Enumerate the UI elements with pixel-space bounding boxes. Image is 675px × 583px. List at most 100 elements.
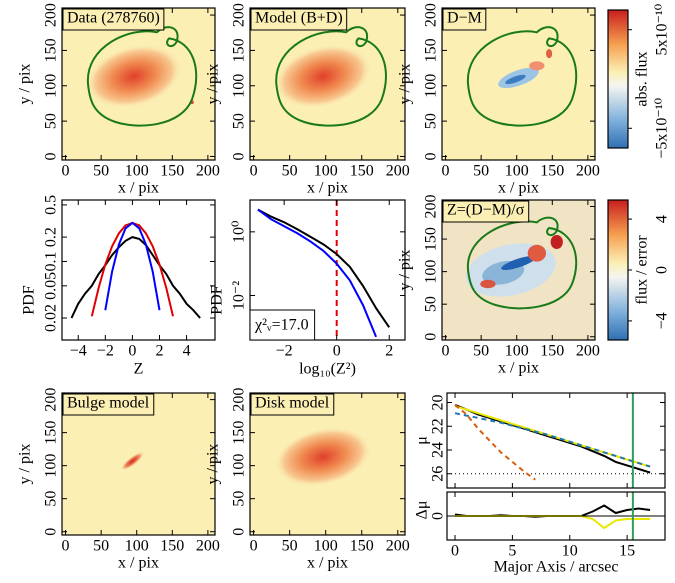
x-axis-label: Major Axis / arcsec bbox=[494, 559, 619, 576]
x-tick-label: 5 bbox=[508, 543, 516, 560]
x-tick-label: 0 bbox=[451, 543, 459, 560]
y-tick-label: 0 bbox=[43, 152, 60, 160]
title-box bbox=[62, 393, 155, 416]
y-tick-label: 0 bbox=[423, 152, 440, 160]
x-tick-label: 200 bbox=[576, 163, 600, 180]
image-content bbox=[267, 27, 386, 125]
image-blob bbox=[529, 61, 545, 71]
y-axis-label: y / pix bbox=[397, 250, 414, 291]
panel-frame bbox=[249, 392, 406, 536]
x-tick-label: 200 bbox=[386, 163, 410, 180]
y-tick-label: 0 bbox=[423, 333, 440, 341]
y-tick-label: 100 bbox=[43, 454, 60, 478]
panel-frame bbox=[61, 392, 216, 536]
y-tick-label: 10⁰ bbox=[231, 221, 248, 243]
y-tick-label: 20 bbox=[430, 395, 447, 411]
x-axis-label: x / pix bbox=[498, 180, 539, 197]
y-axis-label: μ bbox=[414, 436, 431, 445]
y-tick-label: 0.1 bbox=[43, 251, 60, 271]
y-axis-label: y / pix bbox=[17, 64, 34, 105]
image-content bbox=[79, 27, 197, 125]
contour bbox=[468, 27, 576, 125]
image-blob bbox=[546, 49, 553, 59]
y-tick-label: 100 bbox=[423, 260, 440, 284]
y-tick-label: −5x10⁻¹⁰ bbox=[654, 98, 671, 159]
y-tick-label: 4 bbox=[654, 215, 671, 223]
series-line bbox=[454, 403, 651, 474]
series-line bbox=[455, 515, 651, 530]
y-tick-label: 50 bbox=[231, 491, 248, 507]
y-tick-label: 0 bbox=[231, 152, 248, 160]
y-tick-label: 100 bbox=[231, 454, 248, 478]
series-line bbox=[104, 221, 161, 311]
series-line bbox=[70, 236, 201, 319]
x-tick-label: 50 bbox=[473, 343, 489, 360]
image-content bbox=[468, 27, 576, 125]
x-tick-label: 15 bbox=[619, 543, 635, 560]
y-tick-label: 50 bbox=[43, 113, 60, 129]
image-content bbox=[120, 451, 145, 471]
x-tick-label: 0 bbox=[128, 343, 136, 360]
panel-frame bbox=[446, 392, 666, 489]
y-tick-label: 0 bbox=[654, 266, 671, 274]
y-axis-label: y / pix bbox=[397, 64, 414, 105]
series-line bbox=[454, 404, 536, 481]
y-tick-label: 200 bbox=[43, 3, 60, 27]
panel-title: Bulge model bbox=[67, 395, 150, 412]
x-axis-label: Z bbox=[134, 361, 144, 378]
y-axis-label: y / pix bbox=[205, 64, 222, 105]
image-blob bbox=[85, 44, 182, 109]
image-blob bbox=[274, 44, 372, 109]
x-tick-label: 4 bbox=[183, 343, 191, 360]
image-blob bbox=[550, 235, 563, 249]
x-tick-label: 200 bbox=[196, 538, 220, 555]
plot-background bbox=[62, 200, 215, 340]
x-tick-label: 150 bbox=[350, 163, 374, 180]
x-tick-label: 2 bbox=[155, 343, 163, 360]
panel-frame bbox=[441, 199, 596, 341]
panel-title: Data (278760) bbox=[67, 10, 160, 27]
y-tick-label: 100 bbox=[231, 74, 248, 98]
y-axis-label: flux / error bbox=[634, 235, 651, 305]
x-tick-label: 100 bbox=[125, 538, 149, 555]
panel-frame bbox=[249, 7, 406, 161]
y-tick-label: 50 bbox=[231, 113, 248, 129]
x-tick-label: 150 bbox=[160, 163, 184, 180]
x-tick-label: 100 bbox=[314, 538, 338, 555]
y-tick-label: 150 bbox=[423, 38, 440, 62]
x-axis-label: x / pix bbox=[307, 555, 348, 572]
x-tick-label: 200 bbox=[386, 538, 410, 555]
x-tick-label: 100 bbox=[314, 163, 338, 180]
x-tick-label: 0 bbox=[442, 343, 450, 360]
y-axis-label: PDF bbox=[21, 285, 38, 314]
title-box bbox=[442, 8, 487, 31]
y-tick-label: 0.05 bbox=[43, 272, 60, 300]
x-tick-label: 100 bbox=[125, 163, 149, 180]
x-tick-label: −2 bbox=[276, 343, 293, 360]
plot-area bbox=[70, 221, 201, 319]
panel-frame bbox=[249, 199, 406, 341]
panel-frame bbox=[61, 199, 216, 341]
y-tick-label: 150 bbox=[231, 421, 248, 445]
contour bbox=[88, 27, 196, 125]
series-line bbox=[257, 208, 391, 328]
colorbar bbox=[608, 200, 628, 340]
title-box bbox=[250, 393, 335, 416]
y-tick-label: 50 bbox=[423, 113, 440, 129]
x-tick-label: 100 bbox=[505, 163, 529, 180]
image-blob bbox=[120, 451, 145, 471]
x-tick-label: 150 bbox=[540, 163, 564, 180]
x-tick-label: 50 bbox=[473, 163, 489, 180]
contour bbox=[468, 218, 576, 309]
y-axis-label: y / pix bbox=[17, 444, 34, 485]
y-tick-label: 100 bbox=[423, 74, 440, 98]
x-tick-label: 0 bbox=[250, 538, 258, 555]
plot-area bbox=[257, 200, 391, 340]
series-line bbox=[257, 208, 378, 338]
x-axis-label: x / pix bbox=[118, 555, 159, 572]
x-tick-label: 200 bbox=[196, 163, 220, 180]
y-tick-label: 24 bbox=[430, 442, 447, 458]
x-tick-label: 10 bbox=[562, 543, 578, 560]
y-tick-label: 0.02 bbox=[43, 304, 60, 332]
